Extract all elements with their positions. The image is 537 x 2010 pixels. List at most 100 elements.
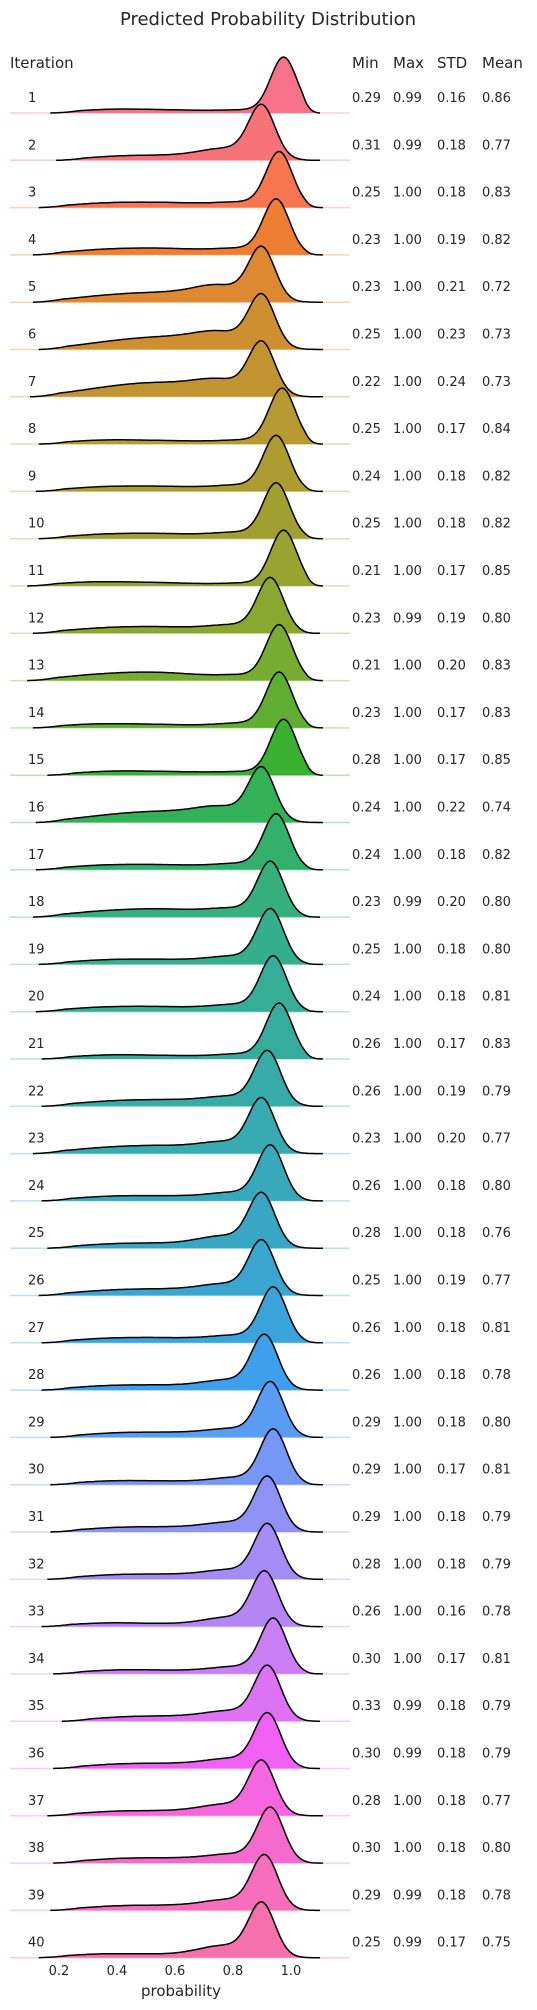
ridge-row: 11 0.21 1.00 0.17 0.85 — [10, 529, 511, 587]
ridge-row: 33 0.26 1.00 0.16 0.78 — [10, 1569, 511, 1628]
max-value: 1.00 — [393, 942, 422, 957]
std-value: 0.21 — [437, 280, 466, 295]
iteration-label: 11 — [28, 564, 45, 579]
iteration-label: 28 — [28, 1368, 45, 1383]
iteration-label: 22 — [28, 1084, 45, 1099]
min-value: 0.23 — [352, 611, 381, 626]
header-std: STD — [437, 54, 467, 72]
ridge-outline — [32, 198, 323, 256]
x-axis: 0.2 0.4 0.6 0.8 1.0 — [49, 1964, 302, 1979]
ridge-row: 13 0.21 1.00 0.20 0.83 — [10, 623, 511, 682]
ridge-area — [56, 104, 320, 161]
std-value: 0.19 — [437, 611, 466, 626]
ridge-outline — [29, 340, 323, 398]
iteration-label: 39 — [28, 1888, 45, 1903]
ridge-outline — [41, 1286, 323, 1344]
ridge-row: 37 0.28 1.00 0.18 0.77 — [10, 1759, 511, 1817]
std-value: 0.18 — [437, 138, 466, 153]
ridge-row: 16 0.24 1.00 0.22 0.74 — [10, 765, 511, 824]
std-value: 0.18 — [437, 942, 466, 957]
iteration-label: 26 — [28, 1274, 45, 1289]
std-value: 0.17 — [437, 1936, 466, 1951]
mean-value: 0.83 — [482, 706, 511, 721]
std-value: 0.18 — [437, 517, 466, 532]
std-value: 0.18 — [437, 1747, 466, 1762]
mean-value: 0.78 — [482, 1888, 511, 1903]
ridge-row: 25 0.28 1.00 0.18 0.76 — [10, 1191, 511, 1249]
mean-value: 0.77 — [482, 1794, 511, 1809]
std-value: 0.17 — [437, 753, 466, 768]
ridge-row: 32 0.28 1.00 0.18 0.79 — [10, 1522, 511, 1581]
x-tick-label: 0.6 — [165, 1964, 186, 1979]
std-value: 0.18 — [437, 1510, 466, 1525]
iteration-label: 1 — [28, 91, 36, 106]
ridge-area — [38, 1901, 320, 1958]
std-value: 0.18 — [437, 1841, 466, 1856]
ridge-row: 35 0.33 0.99 0.18 0.79 — [10, 1664, 511, 1722]
iteration-label: 32 — [28, 1557, 45, 1572]
std-value: 0.18 — [437, 848, 466, 863]
max-value: 1.00 — [393, 1226, 422, 1241]
ridge-outline — [32, 576, 320, 635]
min-value: 0.23 — [352, 280, 381, 295]
ridge-row: 4 0.23 1.00 0.19 0.82 — [10, 198, 511, 256]
max-value: 0.99 — [393, 1699, 422, 1714]
std-value: 0.17 — [437, 422, 466, 437]
ridge-row: 29 0.29 1.00 0.18 0.80 — [10, 1380, 511, 1439]
min-value: 0.23 — [352, 233, 381, 248]
max-value: 1.00 — [393, 1274, 422, 1289]
std-value: 0.18 — [437, 1699, 466, 1714]
ridge-outline — [38, 150, 323, 209]
ridge-row: 1 0.29 0.99 0.16 0.86 — [10, 56, 511, 114]
max-value: 1.00 — [393, 1132, 422, 1147]
iteration-label: 13 — [28, 659, 45, 674]
min-value: 0.22 — [352, 375, 381, 390]
header-max: Max — [393, 54, 424, 72]
iteration-label: 37 — [28, 1794, 45, 1809]
mean-value: 0.84 — [482, 422, 511, 437]
max-value: 1.00 — [393, 706, 422, 721]
std-value: 0.18 — [437, 469, 466, 484]
ridge-outline — [50, 1853, 320, 1912]
ridge-outline — [53, 1711, 320, 1770]
ridge-area — [50, 1854, 321, 1911]
std-value: 0.19 — [437, 1084, 466, 1099]
mean-value: 0.79 — [482, 1699, 511, 1714]
std-value: 0.16 — [437, 91, 466, 106]
mean-value: 0.86 — [482, 91, 511, 106]
ridge-row: 15 0.28 1.00 0.17 0.85 — [10, 718, 511, 776]
iteration-label: 2 — [28, 138, 36, 153]
max-value: 1.00 — [393, 1179, 422, 1194]
ridge-outline — [41, 1049, 323, 1108]
mean-value: 0.82 — [482, 233, 511, 248]
min-value: 0.23 — [352, 895, 381, 910]
ridge-row: 18 0.23 0.99 0.20 0.80 — [10, 860, 511, 918]
mean-value: 0.76 — [482, 1226, 511, 1241]
mean-value: 0.80 — [482, 1841, 511, 1856]
mean-value: 0.80 — [482, 1179, 511, 1194]
max-value: 1.00 — [393, 1037, 422, 1052]
ridge-outline — [47, 1522, 323, 1581]
mean-value: 0.80 — [482, 942, 511, 957]
max-value: 1.00 — [393, 659, 422, 674]
max-value: 1.00 — [393, 1794, 422, 1809]
min-value: 0.28 — [352, 753, 381, 768]
std-value: 0.18 — [437, 186, 466, 201]
std-value: 0.18 — [437, 1226, 466, 1241]
iteration-label: 34 — [28, 1652, 45, 1667]
std-value: 0.18 — [437, 1415, 466, 1430]
max-value: 1.00 — [393, 1605, 422, 1620]
min-value: 0.30 — [352, 1841, 381, 1856]
ridge-area — [35, 955, 323, 1012]
iteration-label: 9 — [28, 469, 36, 484]
min-value: 0.24 — [352, 990, 381, 1005]
std-value: 0.17 — [437, 1652, 466, 1667]
min-value: 0.29 — [352, 1463, 381, 1478]
mean-value: 0.73 — [482, 375, 511, 390]
std-value: 0.19 — [437, 233, 466, 248]
ridge-row: 27 0.26 1.00 0.18 0.81 — [10, 1286, 511, 1344]
max-value: 0.99 — [393, 895, 422, 910]
ridge-outline — [38, 481, 323, 540]
max-value: 1.00 — [393, 1321, 422, 1336]
